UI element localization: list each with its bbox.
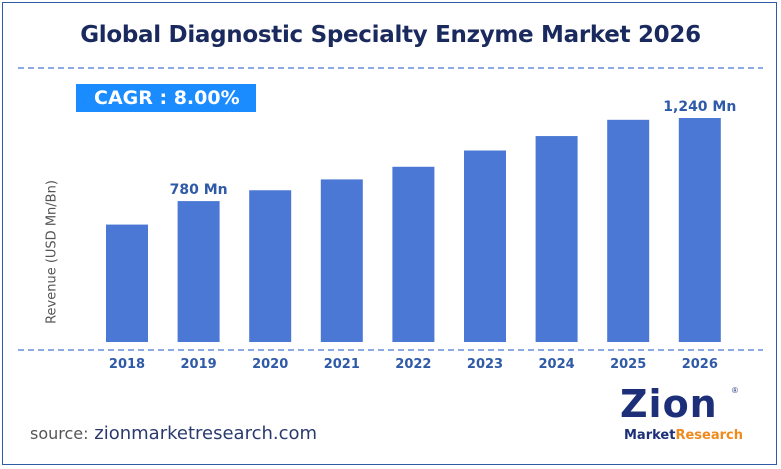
zion-logo: Zion ® MarketResearch — [620, 382, 743, 452]
bar-2025 — [607, 119, 650, 342]
source-url[interactable]: zionmarketresearch.com — [94, 423, 318, 444]
bar-2020 — [249, 190, 292, 342]
bar-2021 — [320, 179, 363, 342]
source-label: source: — [30, 424, 89, 443]
x-tick-2018: 2018 — [109, 357, 145, 372]
x-tick-2020: 2020 — [252, 357, 288, 372]
x-tick-2026: 2026 — [682, 357, 718, 372]
x-tick-2023: 2023 — [467, 357, 503, 372]
bar-2024 — [535, 136, 578, 342]
logo-subtitle-research: Research — [675, 428, 743, 443]
logo-subtitle: MarketResearch — [624, 428, 743, 443]
chart-title: Global Diagnostic Specialty Enzyme Marke… — [80, 22, 701, 48]
x-tick-2024: 2024 — [539, 357, 575, 372]
logo-wordmark: Zion — [620, 382, 718, 426]
data-label-2019: 780 Mn — [170, 182, 228, 198]
bar-2022 — [392, 166, 435, 342]
x-tick-2021: 2021 — [324, 357, 360, 372]
bar-2026 — [678, 118, 721, 342]
x-tick-2019: 2019 — [181, 357, 217, 372]
bar-2023 — [464, 150, 506, 342]
x-tick-2025: 2025 — [610, 357, 646, 372]
logo-subtitle-market: Market — [624, 428, 676, 443]
data-label-2026: 1,240 Mn — [663, 99, 736, 115]
bar-2018 — [106, 224, 148, 342]
bar-2019 — [177, 201, 220, 342]
source-note: source: zionmarketresearch.com — [30, 423, 317, 444]
registered-icon: ® — [732, 386, 738, 395]
cagr-badge: CAGR : 8.00% — [76, 84, 256, 112]
x-tick-2022: 2022 — [395, 357, 431, 372]
